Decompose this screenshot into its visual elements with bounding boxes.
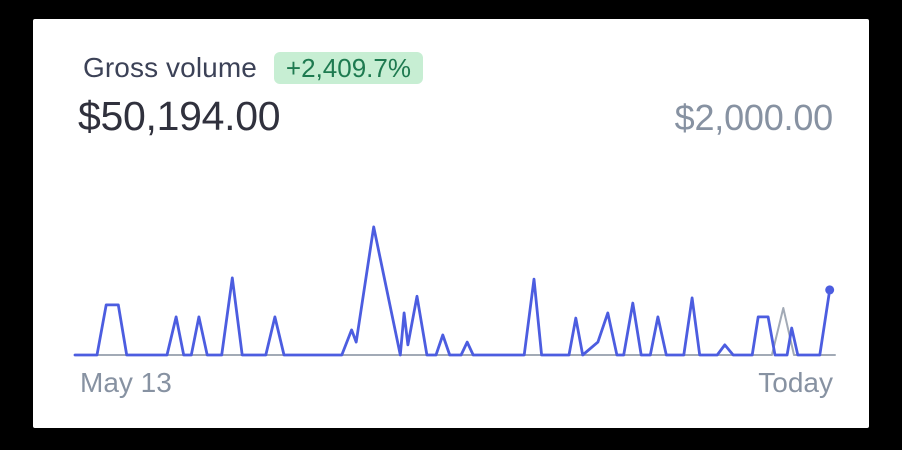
card-header: Gross volume +2,409.7% xyxy=(83,51,423,85)
gross-volume-chart[interactable] xyxy=(73,200,836,362)
x-axis-labels: May 13 Today xyxy=(80,367,833,399)
current-total-value: $50,194.00 xyxy=(78,93,281,139)
chart-area[interactable] xyxy=(73,200,836,362)
card-title: Gross volume xyxy=(83,52,257,83)
previous-period-value: $2,000.00 xyxy=(674,97,834,138)
axis-end-label: Today xyxy=(758,367,833,398)
values-row: $50,194.00 $2,000.00 xyxy=(78,93,833,140)
axis-start-label: May 13 xyxy=(80,367,172,398)
series-line-1 xyxy=(73,225,832,357)
gross-volume-card[interactable]: Gross volume +2,409.7% $50,194.00 $2,000… xyxy=(33,19,869,428)
change-badge: +2,409.7% xyxy=(273,52,423,84)
latest-point-dot xyxy=(825,285,835,295)
